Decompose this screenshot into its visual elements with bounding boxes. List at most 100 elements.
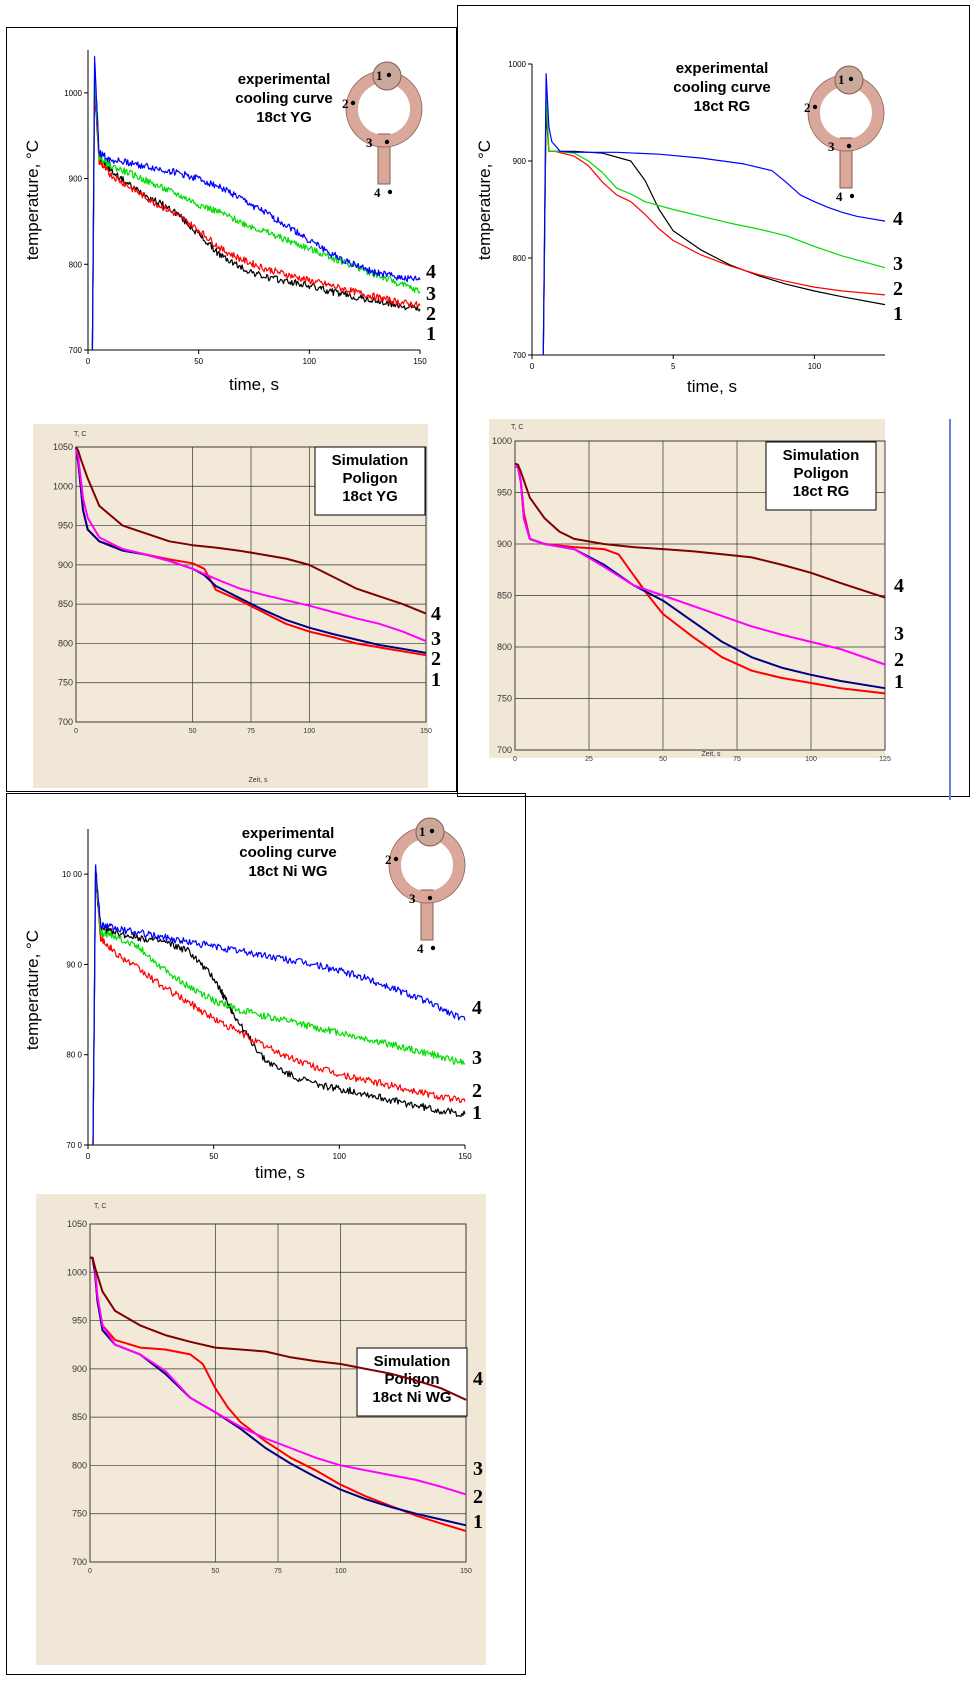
x-tick-label: 100	[333, 1152, 347, 1161]
thermocouple-label: 3	[828, 139, 835, 154]
series-line-2	[91, 84, 421, 351]
series-line-4	[92, 864, 466, 1146]
thermocouple-point	[430, 945, 436, 951]
series-line-3	[90, 1256, 467, 1496]
thermocouple-ring-diagram: 1 2 3 4	[804, 65, 885, 204]
y-axis-label: temperature, °C	[23, 930, 42, 1050]
exp-title-line: cooling curve	[673, 79, 771, 96]
x-tick-label: 50	[659, 756, 667, 763]
curve-end-label: 2	[431, 648, 441, 670]
y-tick-label: 1000	[64, 89, 82, 98]
thermocouple-ring-diagram: 1 2 3 4	[342, 61, 423, 200]
y-tick-label: 800	[72, 1460, 87, 1470]
x-tick-label: 0	[86, 1152, 91, 1161]
curve-end-label: 4	[472, 997, 482, 1019]
exp-title-line: 18ct YG	[256, 109, 312, 126]
x-tick-label: 75	[247, 728, 255, 735]
y-tick-label: 700	[58, 717, 73, 727]
curve-end-label: 1	[473, 1511, 483, 1533]
y-tick-label: 850	[497, 591, 512, 601]
y-tick-label: 800	[58, 638, 73, 648]
thermocouple-label: 1	[419, 824, 426, 839]
y-tick-label: 1000	[508, 60, 526, 69]
ring-stone	[415, 817, 445, 847]
sim-title-line: Poligon	[343, 470, 398, 487]
y-tick-label: 900	[69, 175, 83, 184]
sim-title-line: Simulation	[374, 1353, 451, 1370]
thermocouple-ring-diagram: 1 2 3 4	[385, 817, 466, 956]
sim-title-line: Poligon	[794, 465, 849, 482]
x-tick-label: 50	[194, 357, 203, 366]
x-tick-label: 75	[274, 1568, 282, 1575]
curve-end-label: 2	[472, 1080, 482, 1102]
chart-rg_sim: 700 750 800 850 900 950 1000 0 25 50 75 100 125 T, C Z…	[489, 419, 904, 763]
curve-end-label: 4	[473, 1368, 483, 1390]
series-line-4	[90, 1256, 467, 1401]
thermocouple-point	[393, 856, 399, 862]
curve-end-label: 2	[893, 278, 903, 300]
thermocouple-point	[846, 143, 852, 149]
chart-yg_exp: 700 800 900 1000 0 50 100 150 temperature, °C tim…	[23, 50, 436, 394]
curve-end-label: 1	[893, 303, 903, 325]
sim-title-box	[765, 441, 877, 511]
thermocouple-label: 4	[836, 189, 843, 204]
curve-end-label: 4	[431, 603, 441, 625]
thermocouple-point	[849, 193, 855, 199]
curve-end-label: 2	[894, 649, 904, 671]
curve-end-label: 3	[894, 623, 904, 645]
y-tick-label: 950	[72, 1316, 87, 1326]
sim-title-line: 18ct YG	[342, 488, 398, 505]
series-line-3	[92, 868, 466, 1146]
y-tick-label: 750	[72, 1509, 87, 1519]
x-tick-label: 100	[808, 362, 822, 371]
exp-title-line: experimental	[242, 825, 335, 842]
y-tick-label: 800	[497, 642, 512, 652]
series-line-3	[75, 446, 427, 643]
x-tick-label: 150	[420, 728, 432, 735]
sim-title-line: 18ct RG	[793, 483, 850, 500]
series-line-3	[515, 465, 886, 666]
thermocouple-point	[387, 189, 393, 195]
y-tick-label: 1000	[492, 436, 512, 446]
x-tick-label: 50	[189, 728, 197, 735]
sim-title-box	[314, 446, 426, 516]
series-line-4	[75, 446, 427, 615]
y-axis-label: temperature, °C	[23, 140, 42, 260]
x-axis-label: time, s	[229, 375, 279, 394]
thermocouple-label: 4	[417, 941, 424, 956]
thermocouple-point	[427, 895, 433, 901]
unit-label: T, C	[94, 1203, 106, 1210]
thermocouple-label: 3	[409, 891, 416, 906]
y-tick-label: 700	[497, 745, 512, 755]
y-tick-label: 900	[497, 539, 512, 549]
chart-niwg_exp: 70 0 80 0 90 0 10 00 0 50 100 150 temperature, °…	[23, 817, 482, 1182]
y-tick-label: 700	[513, 351, 527, 360]
series-line-3	[542, 92, 886, 356]
exp-title-line: 18ct RG	[694, 98, 751, 115]
x-axis-label: Zeit, s	[248, 777, 268, 784]
x-tick-label: 0	[513, 756, 517, 763]
x-tick-label: 0	[86, 357, 91, 366]
sim-title-line: 18ct Ni WG	[372, 1389, 451, 1406]
curve-end-label: 2	[473, 1486, 483, 1508]
y-tick-label: 750	[58, 678, 73, 688]
series-line-2	[92, 871, 466, 1146]
ring-stone	[372, 61, 402, 91]
x-axis-label: time, s	[255, 1163, 305, 1182]
chart-rg_exp: 700 800 900 1000 0 5 100 temperature, °C time, s…	[475, 60, 903, 396]
y-tick-label: 950	[497, 488, 512, 498]
panel-frames	[6, 5, 970, 1675]
x-tick-label: 100	[303, 728, 315, 735]
x-axis-label: time, s	[687, 377, 737, 396]
series-line-1	[91, 92, 421, 351]
x-tick-label: 150	[460, 1568, 472, 1575]
x-tick-label: 150	[413, 357, 427, 366]
exp-title-line: cooling curve	[239, 844, 337, 861]
exp-title-line: 18ct Ni WG	[248, 863, 327, 880]
exp-title-line: experimental	[238, 71, 331, 88]
x-tick-label: 0	[530, 362, 535, 371]
curve-end-label: 3	[472, 1047, 482, 1069]
y-tick-label: 900	[58, 560, 73, 570]
frame-yg	[6, 27, 457, 792]
curve-end-label: 3	[431, 628, 441, 650]
